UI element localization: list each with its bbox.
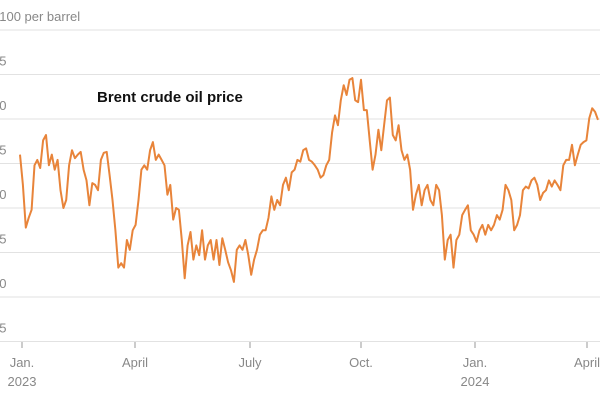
chart-title: Brent crude oil price bbox=[97, 89, 243, 106]
x-tick-label: Jan. bbox=[10, 355, 35, 370]
x-tick-label: Oct. bbox=[349, 355, 373, 370]
x-tick-year: 2024 bbox=[461, 374, 490, 389]
y-tick-label: 95 bbox=[0, 54, 6, 69]
y-tick-label: 80 bbox=[0, 187, 6, 202]
x-tick-year: 2023 bbox=[8, 374, 37, 389]
y-tick-label: $100 per barrel bbox=[0, 9, 80, 24]
y-tick-label: 70 bbox=[0, 276, 6, 291]
y-tick-label: 65 bbox=[0, 321, 6, 336]
y-tick-label: 85 bbox=[0, 143, 6, 158]
price-line bbox=[19, 77, 599, 283]
x-tick-label: Jan. bbox=[463, 355, 488, 370]
x-tick-label: April bbox=[122, 355, 148, 370]
y-tick-label: 75 bbox=[0, 232, 6, 247]
y-tick-label: 90 bbox=[0, 98, 6, 113]
x-tick-label: April bbox=[574, 355, 600, 370]
x-tick-label: July bbox=[238, 355, 262, 370]
